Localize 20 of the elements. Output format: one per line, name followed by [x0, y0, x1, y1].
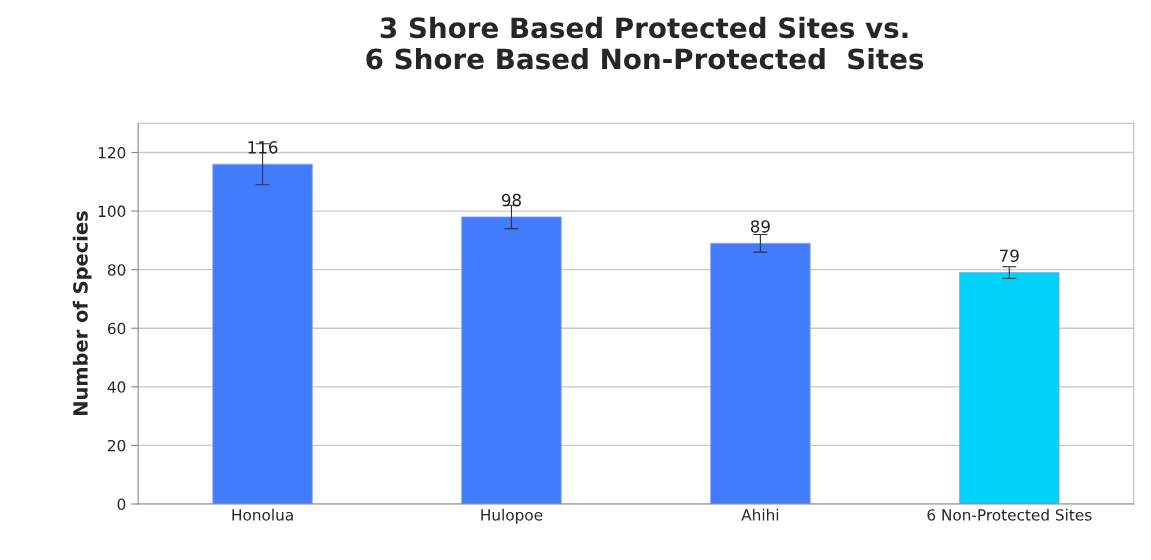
- bar: [212, 163, 313, 504]
- x-tick-label: 6 Non-Protected Sites: [927, 508, 1092, 521]
- y-tick-label: 40: [107, 381, 126, 393]
- y-tick-label: 120: [98, 146, 126, 159]
- x-tick-label: Ahihi: [741, 508, 779, 521]
- bar: [710, 242, 811, 504]
- bar: [959, 272, 1060, 504]
- data-label: 98: [501, 193, 521, 207]
- y-tick-label: 60: [107, 322, 126, 335]
- x-tick-label: Hulopoe: [481, 508, 543, 524]
- data-label: 79: [1000, 249, 1019, 263]
- y-tick-label: 100: [98, 205, 126, 218]
- bar: [461, 216, 562, 504]
- x-tick-label: Honolua: [232, 508, 293, 521]
- y-axis-title: Number of Species: [72, 211, 92, 416]
- y-tick-label: 0: [117, 498, 126, 511]
- data-label: 89: [750, 220, 770, 233]
- y-tick-label: 20: [107, 439, 126, 452]
- y-tick-label: 80: [107, 264, 126, 276]
- chart-title: 3 Shore Based Protected Sites vs. 6 Shore Based Non-Protected Sites: [366, 16, 924, 70]
